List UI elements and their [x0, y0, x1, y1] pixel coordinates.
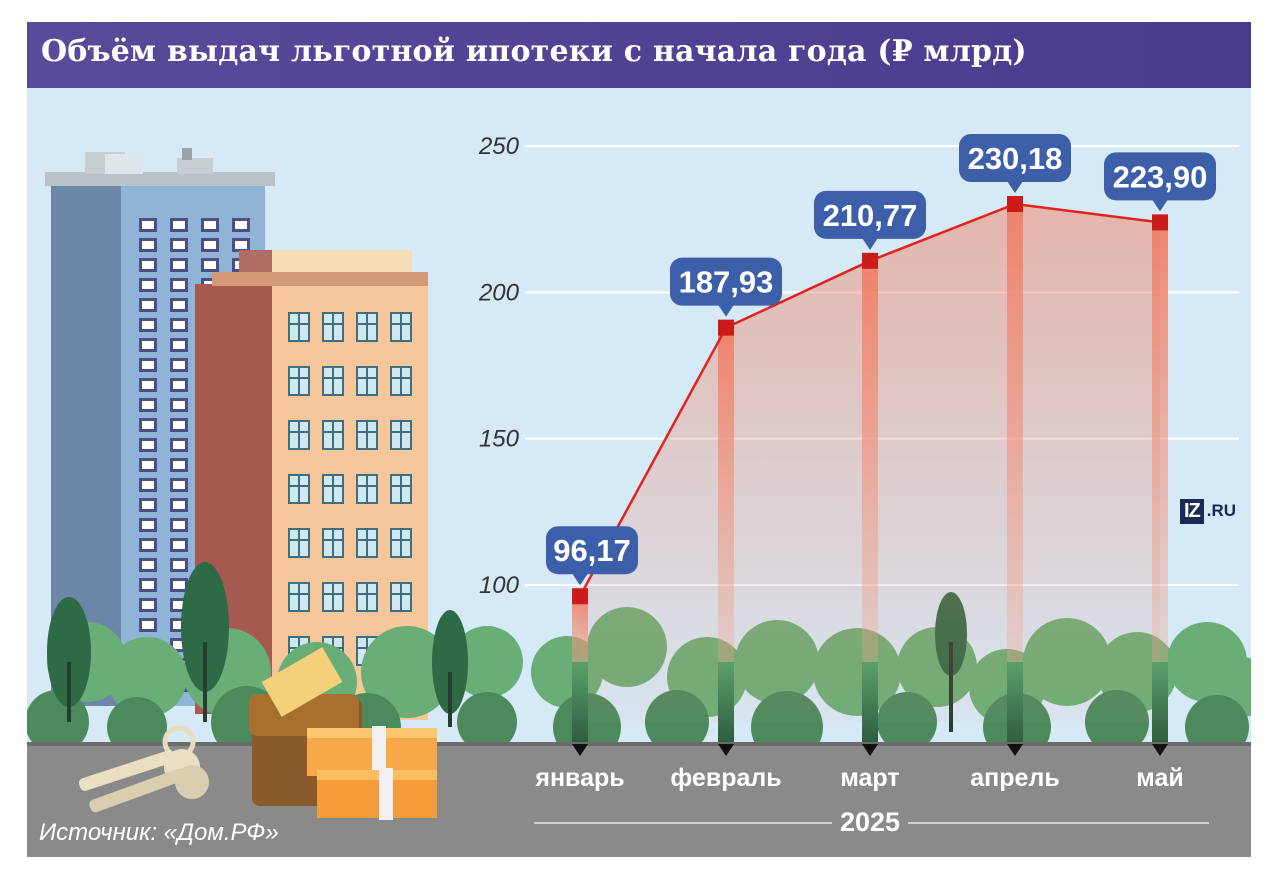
wallet-illustration	[249, 647, 437, 820]
value-column	[1007, 204, 1023, 682]
chart-title: Объём выдач льготной ипотеки с начала го…	[41, 34, 1027, 69]
x-tick-label: апрель	[970, 764, 1060, 792]
x-tick-marker	[1152, 744, 1168, 756]
x-tick-label: январь	[535, 764, 625, 792]
y-tick-label: 100	[479, 572, 520, 599]
chart-scene: 100 150 200 250	[27, 133, 1251, 857]
x-tick-marker	[1007, 744, 1023, 756]
x-axis-markers	[572, 744, 1168, 756]
data-point	[718, 319, 734, 336]
year-label: 2025	[831, 807, 909, 838]
y-tick-label: 150	[479, 426, 520, 453]
title-bar: Объём выдач льготной ипотеки с начала го…	[27, 22, 1251, 88]
x-tick-marker	[718, 744, 734, 756]
x-tick-label: март	[840, 764, 900, 792]
road	[27, 744, 1251, 857]
data-label: 223,90	[1104, 152, 1216, 212]
svg-text:230,18: 230,18	[968, 141, 1063, 176]
value-column	[862, 260, 878, 682]
y-tick-label: 200	[478, 279, 520, 306]
column-stem	[1007, 662, 1023, 744]
keys-illustration	[78, 725, 209, 813]
data-label: 230,18	[959, 134, 1071, 194]
x-tick-marker	[862, 744, 878, 756]
svg-text:187,93: 187,93	[679, 265, 774, 300]
svg-text:210,77: 210,77	[823, 198, 918, 233]
izru-logo: IZ .RU	[1180, 496, 1236, 526]
data-point	[1152, 214, 1168, 231]
svg-text:223,90: 223,90	[1113, 159, 1208, 194]
infographic-frame: Объём выдач льготной ипотеки с начала го…	[27, 22, 1251, 857]
logo-mark: IZ	[1180, 498, 1204, 524]
y-axis-ticks: 100 150 200 250	[478, 133, 520, 599]
x-tick-label: февраль	[670, 764, 782, 792]
data-label: 96,17	[546, 526, 638, 586]
column-stem	[718, 662, 734, 744]
x-tick-marker	[572, 744, 588, 756]
value-columns	[572, 204, 1168, 744]
data-point	[572, 588, 588, 605]
data-labels: 96,17 187,93 210,77 230,18 223,90	[546, 134, 1216, 586]
value-column	[1152, 222, 1168, 683]
value-column	[718, 327, 734, 682]
x-tick-label: май	[1136, 764, 1184, 792]
logo-domain: .RU	[1206, 501, 1237, 520]
data-label: 187,93	[670, 257, 782, 317]
column-stem	[572, 662, 588, 744]
data-point	[1007, 196, 1023, 213]
column-stem	[1152, 662, 1168, 744]
y-tick-label: 250	[478, 133, 520, 160]
svg-text:96,17: 96,17	[553, 533, 631, 568]
column-stem	[862, 662, 878, 744]
data-label: 210,77	[814, 190, 926, 250]
data-point	[862, 252, 878, 269]
series-markers	[572, 196, 1168, 605]
value-column	[572, 596, 588, 682]
source-note: Источник: «Дом.РФ»	[39, 819, 279, 846]
